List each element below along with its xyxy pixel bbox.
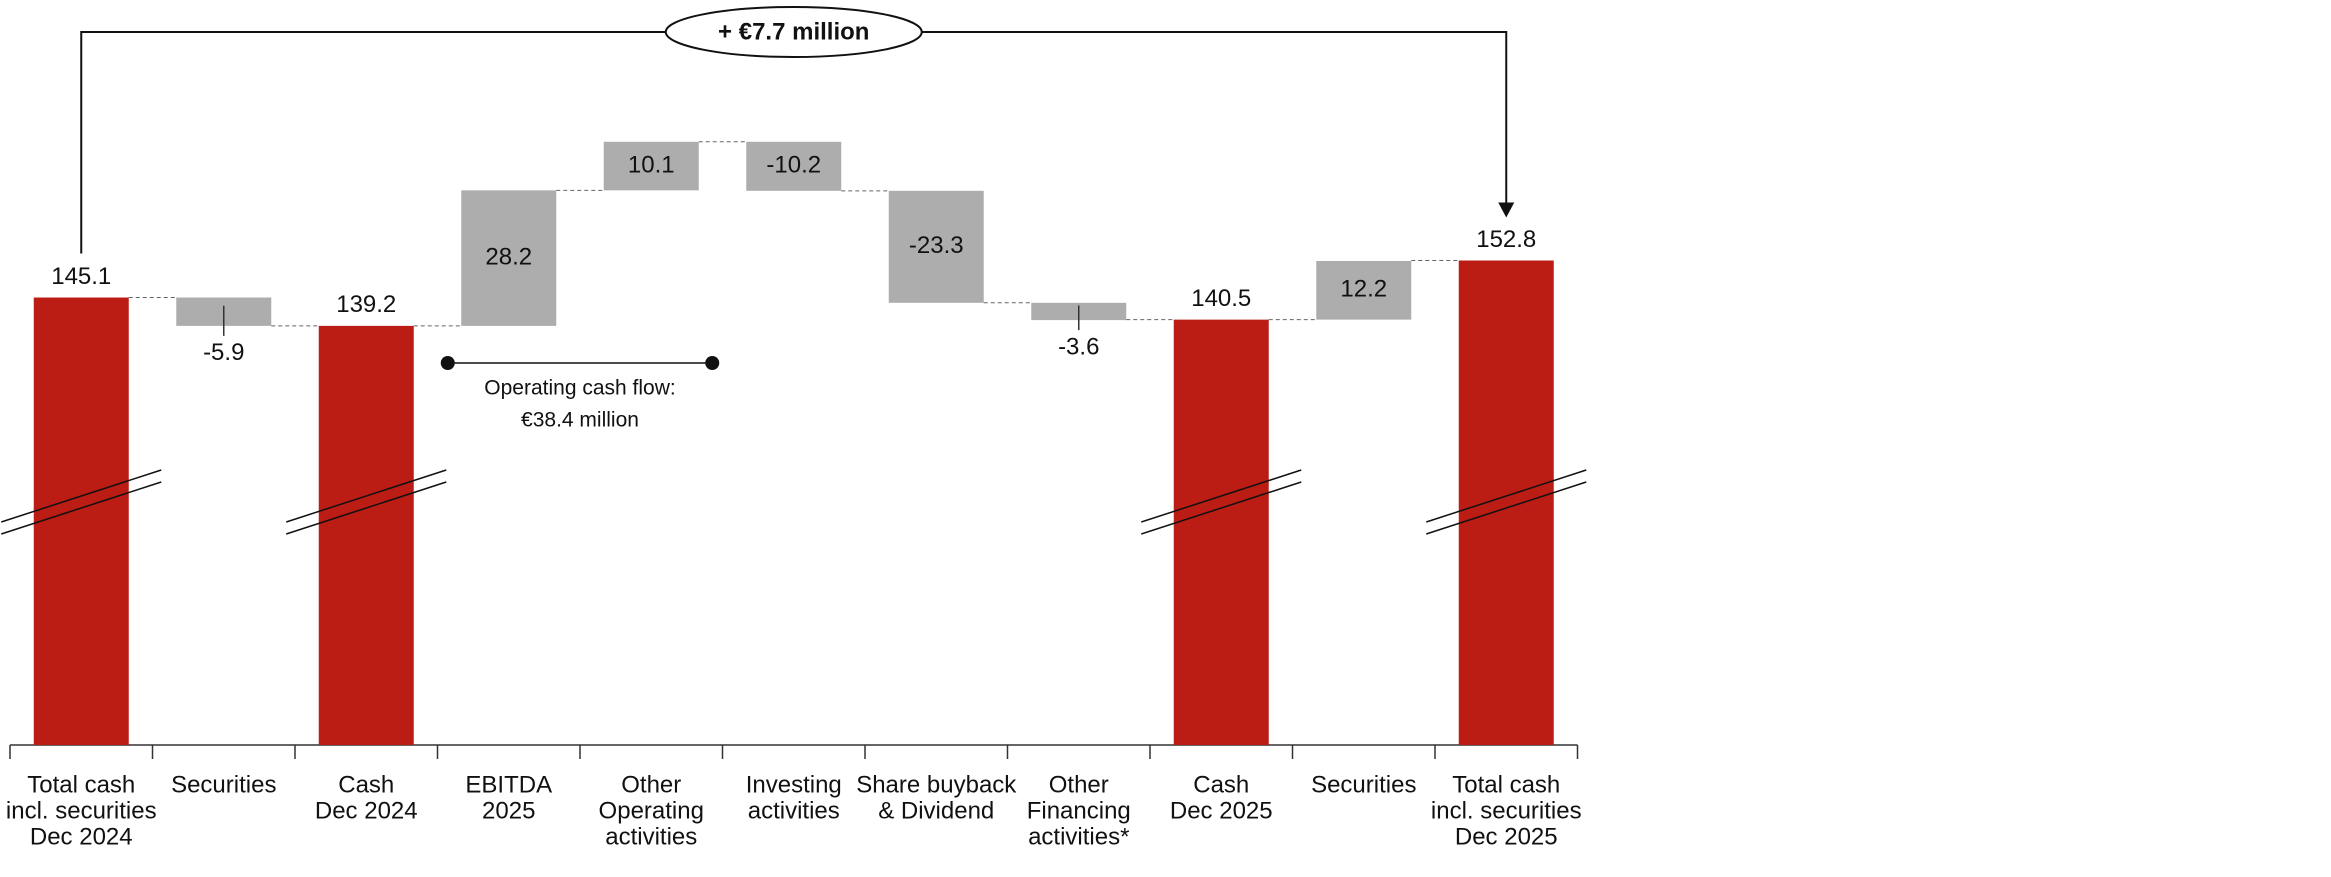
total-bar [33, 297, 129, 745]
arrow-head [1498, 202, 1515, 218]
value-label: 12.2 [1340, 276, 1387, 303]
x-tick-label: Cash [1193, 771, 1249, 798]
x-tick-label: Total cash [27, 771, 135, 798]
total-bar [1458, 260, 1554, 745]
ocf-dot [705, 356, 720, 370]
value-label: 145.1 [51, 263, 111, 290]
x-tick-label: Securities [1311, 771, 1416, 798]
value-label: -23.3 [909, 232, 964, 259]
value-label: -10.2 [766, 152, 821, 179]
x-tick-label: Dec 2025 [1170, 797, 1273, 824]
delta-bar [461, 190, 557, 326]
axis-break [1, 469, 162, 523]
axis-break [1426, 481, 1587, 535]
delta-bar [1316, 260, 1412, 320]
x-tick-label: activities [605, 823, 697, 850]
change-annotation: + €7.7 million [718, 18, 869, 45]
x-tick-label: Securities [171, 771, 276, 798]
total-bar [318, 325, 414, 745]
x-tick-label: activities [748, 797, 840, 824]
delta-bar [746, 141, 842, 191]
axis-break [286, 469, 447, 523]
x-tick-label: incl. securities [1431, 797, 1582, 824]
value-label: -3.6 [1058, 333, 1099, 360]
x-tick-label: Dec 2024 [30, 823, 133, 850]
x-tick-label: Other [621, 771, 681, 798]
value-label: 152.8 [1476, 226, 1536, 253]
delta-bar [603, 141, 699, 191]
x-tick-label: Cash [338, 771, 394, 798]
x-tick-label: Other [1049, 771, 1109, 798]
x-tick-label: Share buyback [856, 771, 1017, 798]
x-tick-label: Dec 2025 [1455, 823, 1558, 850]
value-label: 10.1 [628, 151, 675, 178]
value-label: -5.9 [203, 339, 244, 366]
value-label: 140.5 [1191, 285, 1251, 312]
ocf-dot [440, 356, 455, 370]
x-tick-label: Total cash [1452, 771, 1560, 798]
total-bar [1173, 319, 1269, 745]
x-tick-label: Operating [599, 797, 704, 824]
axis-break [286, 481, 447, 535]
x-tick-label: Investing [746, 771, 842, 798]
x-tick-label: EBITDA [465, 771, 552, 798]
axis-break [1426, 469, 1587, 523]
ocf-annotation: €38.4 million [521, 409, 639, 432]
x-tick-label: Financing [1027, 797, 1131, 824]
value-label: 28.2 [485, 243, 532, 270]
x-tick-label: Dec 2024 [315, 797, 418, 824]
x-tick-label: activities* [1028, 823, 1129, 850]
axis-break [1141, 481, 1302, 535]
axis-break [1141, 469, 1302, 523]
x-tick-label: incl. securities [6, 797, 157, 824]
value-label: 139.2 [336, 291, 396, 318]
ocf-annotation: Operating cash flow: [484, 377, 675, 400]
axis-break [1, 481, 162, 535]
x-tick-label: & Dividend [878, 797, 994, 824]
x-tick-label: 2025 [482, 797, 535, 824]
delta-bar [888, 190, 984, 303]
change-badge [664, 6, 923, 58]
